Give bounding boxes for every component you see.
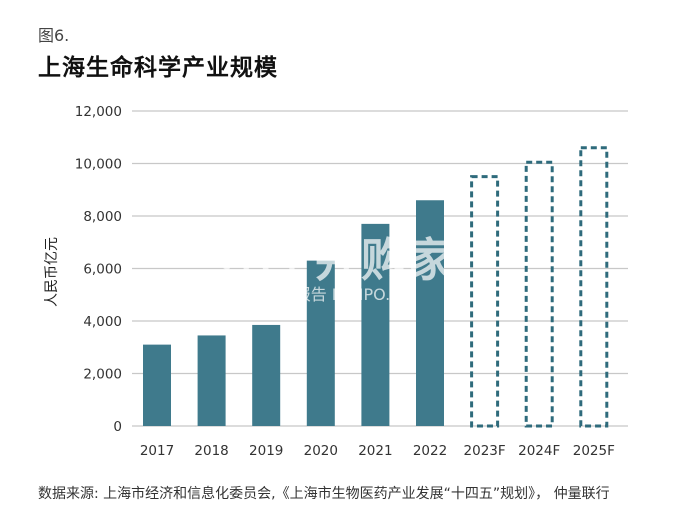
y-tick-label: 8,000 [83,209,122,225]
y-tick-label: 12,000 [75,104,122,120]
x-tick-label: 2019 [249,443,283,459]
bar [361,223,390,426]
chart-title: 上海生命科学产业规模 [38,55,278,81]
x-axis-ticks: 2017 2018 2019 2020 2021 2022 2023F 2024F 2025F [140,443,615,459]
x-tick-label: 2020 [304,443,338,459]
y-tick-label: 0 [113,419,122,435]
x-tick-label: 2017 [140,443,174,459]
y-tick-label: 4,000 [83,314,122,330]
bars [143,146,609,428]
y-tick-label: 10,000 [75,157,122,173]
y-axis-label: 人民币亿元 [44,237,60,307]
bar [197,335,226,426]
y-tick-label: 2,000 [83,367,122,383]
watermark: 小丨并购家 行业报告 IPOIPO.CN [223,233,453,304]
x-tick-label: 2025F [573,443,615,459]
bar-forecast [524,160,554,428]
y-axis-ticks: 0 2,000 4,000 6,000 8,000 10,000 12,000 [75,104,122,435]
x-tick-label: 2024F [518,443,560,459]
x-tick-label: 2023F [464,443,506,459]
x-tick-label: 2022 [413,443,447,459]
watermark-sub: 行业报告 IPOIPO.CN [263,285,414,304]
x-tick-label: 2021 [358,443,392,459]
bar-forecast [579,146,609,428]
watermark-main: 小丨并购家 [223,233,453,287]
figure-label: 图6. [38,26,70,45]
bar [252,324,281,426]
bar [143,344,171,426]
bar-forecast [470,175,500,428]
source-note: 数据来源: 上海市经济和信息化委员会,《上海市生物医药产业发展“十四五”规划》，… [38,486,610,502]
x-tick-label: 2018 [194,443,228,459]
y-tick-label: 6,000 [83,262,122,278]
bar [306,260,335,426]
bar [416,200,444,426]
